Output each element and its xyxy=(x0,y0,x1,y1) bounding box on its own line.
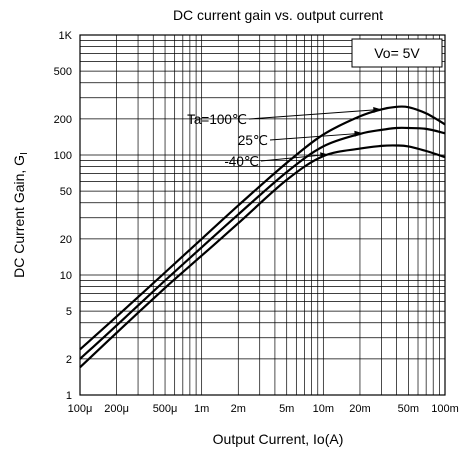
y-tick-label: 100 xyxy=(54,150,72,162)
y-tick-label: 200 xyxy=(54,114,72,126)
series-line-25c xyxy=(79,126,446,360)
series-label-100c: Ta=100℃ xyxy=(187,112,247,127)
x-tick-label: 10m xyxy=(313,403,334,415)
annotations: Ta=100℃ 25℃ -40℃ xyxy=(187,106,382,169)
x-tick-label: 50m xyxy=(398,403,419,415)
y-axis-label: DC Current Gain, GI xyxy=(11,152,30,278)
y-tick-label: 1 xyxy=(66,390,72,402)
series-label-25c: 25℃ xyxy=(238,133,268,148)
leader-line xyxy=(269,132,363,141)
arrowhead xyxy=(373,106,382,113)
y-tick-label: 1K xyxy=(59,30,73,42)
y-tick-label: 2 xyxy=(66,354,72,366)
y-axis-label-main: DC Current Gain, G xyxy=(11,155,27,278)
condition-box xyxy=(351,38,443,68)
x-tick-label: 100m xyxy=(431,403,459,415)
x-tick-label: 200μ xyxy=(104,403,129,415)
y-axis-label-sub: I xyxy=(19,152,30,155)
plot-frame xyxy=(79,34,446,396)
series-label-minus40c: -40℃ xyxy=(224,154,259,169)
x-tick-label: 100μ xyxy=(68,403,93,415)
y-tick-label: 5 xyxy=(66,306,72,318)
leader-line xyxy=(260,154,329,162)
x-tick-label: 1m xyxy=(194,403,209,415)
leader-line xyxy=(248,108,382,120)
y-tick-label: 10 xyxy=(60,270,72,282)
x-tick-label: 20m xyxy=(349,403,370,415)
y-tick-labels: 1 2 5 10 20 50 100 200 500 1K xyxy=(54,30,73,402)
x-tick-label: 2m xyxy=(231,403,246,415)
y-tick-label: 50 xyxy=(60,186,72,198)
x-tick-labels: 100μ 200μ 500μ 1m 2m 5m 10m 20m 50m 100m xyxy=(68,403,459,415)
chart-title: DC current gain vs. output current xyxy=(173,7,383,23)
y-tick-label: 500 xyxy=(54,66,72,78)
series-line-100c xyxy=(79,105,446,351)
x-tick-label: 500μ xyxy=(153,403,178,415)
condition-label: Vo= 5V xyxy=(374,45,420,61)
x-tick-label: 5m xyxy=(279,403,294,415)
x-axis-label: Output Current, Io(A) xyxy=(213,431,344,447)
arrowhead xyxy=(320,152,329,159)
series-line-minus40c xyxy=(79,144,446,369)
y-tick-label: 20 xyxy=(60,234,72,246)
arrowhead xyxy=(354,130,363,137)
grid xyxy=(80,35,445,395)
